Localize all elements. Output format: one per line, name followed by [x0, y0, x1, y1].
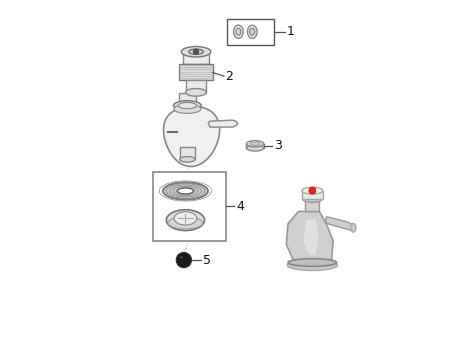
- Ellipse shape: [288, 259, 337, 266]
- Ellipse shape: [246, 141, 264, 147]
- Ellipse shape: [351, 223, 356, 232]
- Text: 1: 1: [286, 25, 294, 38]
- Polygon shape: [179, 64, 213, 79]
- Ellipse shape: [181, 47, 211, 57]
- Polygon shape: [164, 106, 219, 167]
- Ellipse shape: [189, 49, 203, 55]
- Text: 3: 3: [274, 139, 282, 152]
- Polygon shape: [179, 147, 195, 159]
- Ellipse shape: [233, 25, 243, 38]
- Ellipse shape: [173, 101, 201, 110]
- Circle shape: [193, 49, 199, 55]
- Polygon shape: [304, 218, 319, 255]
- Ellipse shape: [250, 28, 255, 35]
- Polygon shape: [286, 211, 333, 260]
- Circle shape: [309, 187, 316, 194]
- Polygon shape: [208, 120, 238, 127]
- Ellipse shape: [168, 217, 203, 229]
- Ellipse shape: [163, 182, 208, 199]
- Ellipse shape: [236, 28, 241, 35]
- Ellipse shape: [174, 105, 201, 113]
- Polygon shape: [302, 191, 323, 199]
- Polygon shape: [183, 52, 209, 64]
- Ellipse shape: [302, 187, 323, 194]
- Ellipse shape: [179, 103, 196, 109]
- Ellipse shape: [174, 212, 197, 225]
- Ellipse shape: [179, 156, 195, 162]
- Polygon shape: [326, 217, 354, 231]
- Ellipse shape: [303, 196, 322, 202]
- Ellipse shape: [246, 145, 264, 151]
- Ellipse shape: [186, 89, 206, 96]
- Ellipse shape: [287, 260, 338, 271]
- Ellipse shape: [247, 25, 257, 38]
- Polygon shape: [179, 93, 196, 106]
- Circle shape: [176, 252, 192, 268]
- Text: 4: 4: [236, 200, 244, 213]
- Polygon shape: [306, 199, 319, 211]
- Polygon shape: [186, 79, 206, 92]
- Ellipse shape: [166, 210, 205, 231]
- Text: 2: 2: [226, 70, 233, 83]
- Ellipse shape: [178, 188, 193, 194]
- Bar: [153, 172, 226, 241]
- Ellipse shape: [250, 142, 260, 146]
- Ellipse shape: [180, 257, 183, 258]
- Text: 5: 5: [203, 253, 211, 267]
- Bar: [227, 19, 274, 45]
